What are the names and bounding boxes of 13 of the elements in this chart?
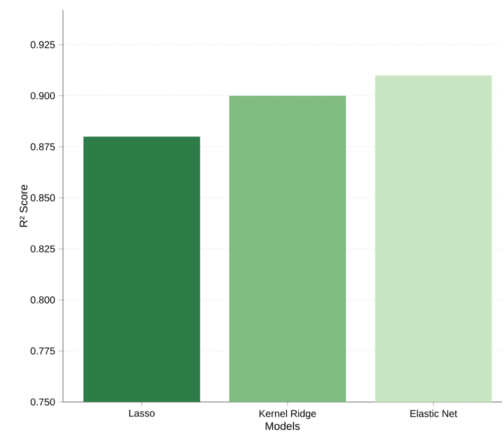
y-tick-label: 0.900 — [30, 92, 55, 100]
y-tick-label: 0.750 — [30, 398, 55, 406]
x-tick-label: Kernel Ridge — [260, 410, 316, 420]
x-axis-title: Models — [266, 422, 300, 430]
y-axis-title: R² Score — [20, 184, 28, 227]
x-tick-label: Elastic Net — [410, 410, 458, 418]
y-tick-label: 0.875 — [30, 143, 55, 150]
x-tick-label: Lasso — [129, 410, 155, 417]
y-tick-label: 0.925 — [30, 41, 55, 48]
y-tick-label: 0.825 — [30, 245, 55, 252]
y-tick-label: 0.775 — [30, 347, 55, 354]
y-tick-label: 0.850 — [30, 194, 55, 202]
y-tick-label: 0.800 — [30, 296, 55, 304]
